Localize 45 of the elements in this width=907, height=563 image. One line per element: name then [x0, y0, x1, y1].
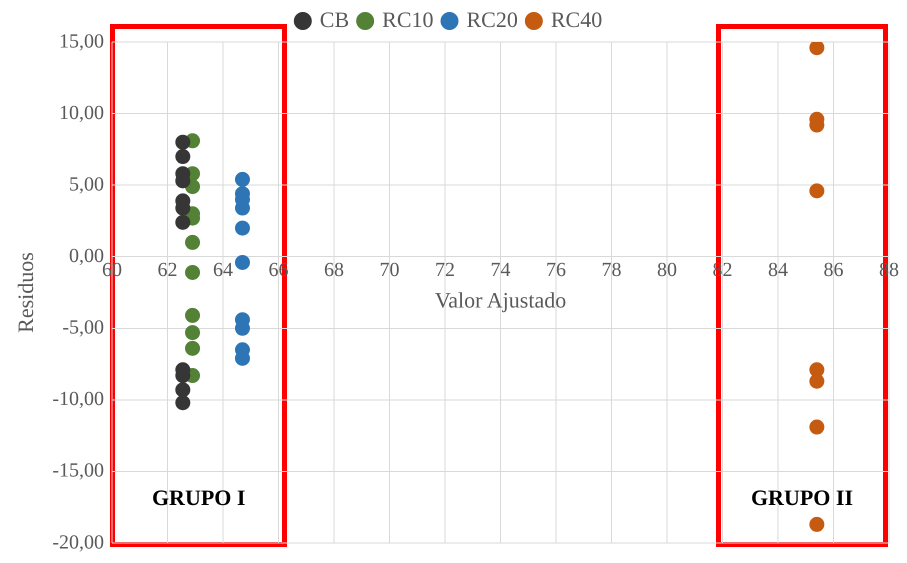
point [185, 234, 200, 250]
point [809, 183, 824, 198]
y-tick-label: 0,00 [69, 244, 104, 267]
point [809, 374, 824, 389]
x-tick-label: 62 [158, 258, 178, 281]
y-tick-label: -5,00 [62, 316, 104, 339]
point [175, 382, 190, 398]
point [234, 220, 250, 236]
x-tick-label: 70 [380, 258, 400, 281]
legend-label: RC10 [382, 6, 434, 32]
point [234, 254, 250, 270]
x-tick-label: 64 [213, 258, 234, 281]
point [175, 395, 190, 410]
point [185, 308, 200, 323]
legend-label: CB [320, 6, 350, 32]
x-tick-label: 78 [602, 258, 622, 281]
y-tick-label: -20,00 [52, 531, 104, 554]
point [809, 516, 824, 532]
y-tick-label: 5,00 [69, 173, 104, 196]
y-axis-title: Residuos [12, 252, 38, 333]
point [185, 340, 200, 356]
annotation: GRUPO I [152, 485, 246, 511]
x-tick-label: 76 [546, 258, 566, 281]
x-tick-label: 80 [657, 258, 678, 281]
legend-label: RC20 [466, 6, 518, 32]
x-axis-title: Valor Ajustado [434, 288, 566, 313]
y-tick-label: -15,00 [52, 460, 104, 482]
x-tick-label: 84 [768, 258, 788, 281]
point [185, 325, 200, 340]
point [234, 172, 250, 187]
x-tick-label: 72 [435, 258, 456, 281]
point [809, 420, 824, 435]
x-tick-label: 74 [490, 258, 511, 281]
x-tick-label: 86 [824, 258, 844, 281]
point [809, 42, 824, 56]
y-tick-label: 15,00 [59, 30, 104, 52]
point [185, 264, 200, 280]
x-tick-label: 68 [324, 258, 344, 281]
annotation: GRUPO II [750, 485, 853, 511]
y-tick-label: 10,00 [59, 102, 104, 124]
y-tick-label: -10,00 [52, 388, 104, 410]
point [175, 149, 190, 164]
legend-label: RC40 [550, 6, 602, 32]
point [175, 214, 190, 230]
point [175, 134, 190, 150]
